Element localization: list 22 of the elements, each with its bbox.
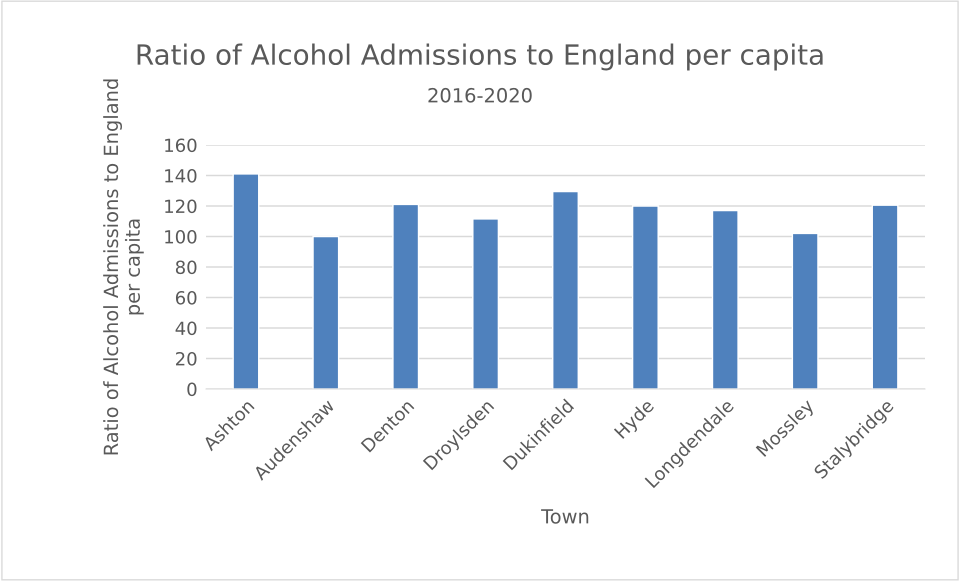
chart-title: Ratio of Alcohol Admissions to England per capita (138, 44, 823, 70)
y-tick-label: 80 (176, 260, 196, 274)
bar (712, 210, 739, 389)
chart-subtitle: 2016-2020 (428, 88, 532, 103)
bar (232, 173, 260, 389)
y-tick-label: 40 (176, 321, 196, 336)
bar (312, 236, 340, 389)
y-tick-label: 60 (176, 290, 196, 305)
y-axis-title: Ratio of Alcohol Admissions to England per capita (103, 79, 144, 454)
bar (392, 204, 420, 389)
bar (552, 190, 579, 389)
bar (792, 232, 819, 389)
y-tick-label: 100 (165, 230, 196, 244)
bar (872, 204, 899, 389)
y-tick-label: 20 (176, 352, 196, 366)
bar (472, 218, 500, 389)
bar (632, 205, 659, 389)
y-tick-label: 0 (187, 382, 196, 396)
y-tick-label: 140 (165, 168, 196, 183)
y-tick-label: 120 (165, 199, 196, 214)
x-axis-title: Town (541, 509, 588, 524)
y-tick-label: 160 (165, 138, 196, 152)
